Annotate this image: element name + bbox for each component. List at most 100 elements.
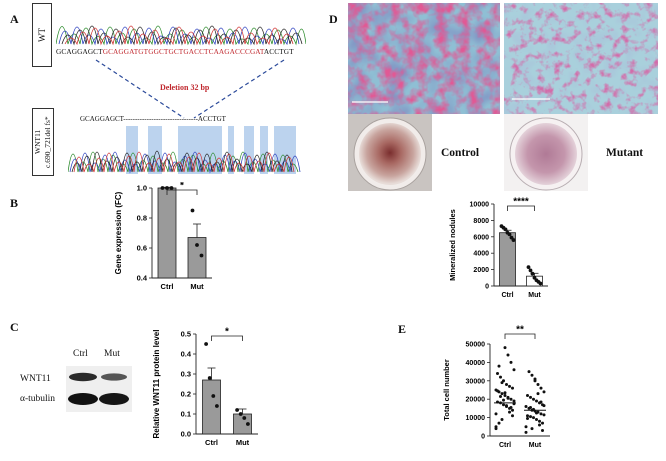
data-point: [497, 421, 501, 425]
y-tick-label: 20000: [466, 397, 486, 404]
data-point: [160, 186, 165, 190]
blot-ctrl-label: Ctrl: [73, 349, 88, 359]
x-tick-label: Ctrl: [501, 292, 513, 299]
significance-label: ****: [513, 197, 529, 208]
deletion-label: Deletion 32 bp: [160, 83, 210, 92]
data-point: [511, 238, 516, 242]
data-point: [508, 384, 511, 388]
x-tick-label: Mut: [529, 442, 542, 449]
data-point: [499, 394, 502, 398]
data-point: [204, 342, 208, 346]
y-tick-label: 40000: [466, 360, 486, 367]
wt-seq-suffix: ACCTGT: [263, 47, 294, 56]
blot-mut-label: Mut: [104, 349, 120, 359]
y-tick-label: 30000: [466, 378, 486, 385]
data-point: [529, 415, 532, 419]
data-point: [508, 410, 511, 414]
x-tick-label: Mut: [528, 292, 541, 299]
y-tick-label: 50000: [466, 342, 486, 349]
wt-label-box: WT: [32, 3, 52, 67]
data-point: [509, 397, 513, 401]
data-point: [533, 377, 537, 381]
y-tick-label: 1.0: [137, 184, 147, 193]
data-point: [538, 423, 541, 427]
mutant-label-box: WNT11 c.690_721del fs*: [32, 108, 54, 176]
data-point: [512, 368, 516, 372]
significance-label: **: [516, 325, 524, 336]
mutant-sequence: GCAGGAGCT-------------------------------…: [80, 115, 226, 123]
mutant-variant: c.690_721del fs*: [43, 116, 52, 168]
control-micrograph: [348, 3, 500, 114]
mutant-label: Mutant: [606, 147, 644, 159]
data-point: [238, 412, 243, 416]
data-point: [526, 414, 529, 418]
data-point: [190, 208, 195, 213]
data-point: [494, 427, 498, 431]
y-tick-label: 0.8: [137, 214, 147, 223]
x-tick-label: Ctrl: [161, 282, 174, 291]
data-point: [502, 398, 505, 402]
data-point: [502, 403, 505, 407]
data-point: [506, 396, 510, 400]
mut-seq-gap: -------------------------------: [125, 115, 198, 123]
x-tick-label: Mut: [190, 282, 204, 291]
data-point: [169, 186, 174, 190]
y-tick-label: 6000: [473, 234, 489, 241]
y-tick-label: 0.0: [181, 430, 191, 439]
mutant-well-photo: [504, 114, 588, 191]
data-point: [542, 390, 546, 394]
data-point: [503, 391, 507, 395]
data-point: [497, 364, 501, 368]
y-tick-label: 0: [481, 434, 485, 441]
data-point: [507, 232, 512, 237]
data-point: [511, 386, 514, 390]
significance-bracket: [166, 189, 198, 195]
significance-bracket: [504, 333, 536, 339]
wt-sequence: GCAGGAGCTGCAGGATGTGGCTGCTGACCTCAAGACCCGA…: [56, 47, 294, 56]
panel-e-label: E: [398, 322, 407, 336]
data-point: [539, 400, 543, 404]
data-point: [524, 430, 528, 434]
data-point: [500, 417, 504, 421]
significance-label: *: [180, 182, 184, 192]
data-point: [532, 397, 535, 401]
data-point: [535, 399, 538, 403]
x-tick-label: Ctrl: [205, 438, 218, 447]
control-well-photo: [348, 114, 432, 191]
y-axis-label: Total cell number: [442, 359, 451, 421]
data-point: [496, 389, 499, 393]
data-point: [527, 370, 531, 374]
data-point: [211, 394, 216, 398]
wt-chromatogram: [56, 25, 306, 46]
mutant-chromatogram: [68, 126, 301, 174]
data-point: [530, 271, 535, 276]
data-point: [538, 281, 543, 286]
data-point: [529, 395, 532, 399]
significance-bracket: [507, 205, 535, 211]
mut-seq-suffix: ACCTGT: [197, 115, 226, 123]
data-point: [215, 404, 219, 408]
significance-bracket: [211, 335, 243, 341]
data-point: [506, 353, 510, 357]
x-tick-label: Ctrl: [499, 442, 511, 449]
data-point: [524, 405, 528, 409]
data-point: [496, 371, 499, 375]
panel-d-label: D: [329, 12, 338, 26]
data-point: [535, 411, 538, 415]
western-blot: [66, 366, 132, 412]
mut-seq-prefix: GCAGGAGCT-: [80, 115, 126, 123]
data-point: [505, 382, 508, 386]
y-tick-label: 0.2: [181, 390, 191, 399]
panel-c-label: C: [10, 320, 19, 334]
data-point: [538, 419, 541, 423]
bar-ctrl: [157, 187, 177, 279]
data-point: [505, 404, 508, 408]
data-point: [526, 417, 529, 421]
data-point: [542, 413, 546, 417]
data-point: [541, 421, 544, 425]
y-tick-label: 0.4: [137, 274, 148, 283]
data-point: [500, 392, 504, 396]
y-axis-label: Relative WNT11 protein level: [152, 330, 161, 439]
blot-row-wnt11: WNT11: [20, 374, 51, 384]
data-point: [526, 394, 529, 398]
